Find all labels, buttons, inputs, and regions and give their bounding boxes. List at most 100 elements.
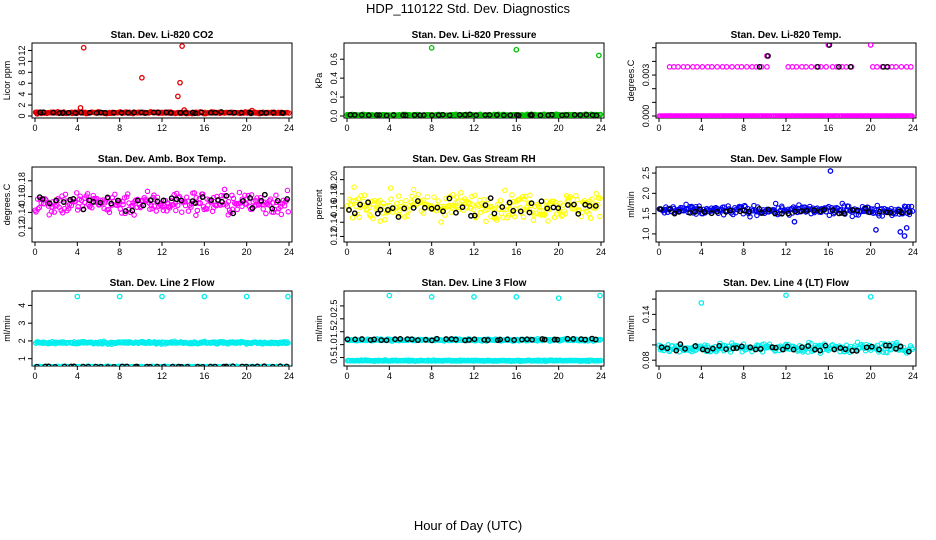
- data-point: [709, 64, 715, 70]
- data-point: [284, 187, 291, 194]
- data-point: [905, 203, 912, 210]
- data-point: [714, 208, 721, 215]
- data-point: [235, 200, 241, 207]
- data-point: [515, 112, 522, 118]
- data-point: [500, 112, 507, 118]
- subplot-title: Stan. Dev. Amb. Box Temp.: [98, 154, 226, 165]
- data-point: [160, 197, 167, 204]
- data-point: [459, 204, 466, 211]
- data-point: [666, 206, 673, 212]
- x-tick-label: 0: [344, 371, 349, 381]
- data-point: [687, 209, 693, 216]
- x-tick-label: 12: [781, 371, 791, 381]
- data-point: [562, 211, 569, 217]
- data-point: [808, 64, 815, 70]
- data-point: [284, 196, 291, 202]
- subplot-2: Stan. Dev. Li-820 Pressure kPa 0 4 8 12 16 20 24…: [314, 30, 606, 133]
- data-point: [199, 191, 206, 197]
- data-point: [67, 196, 73, 203]
- data-point: [596, 52, 602, 59]
- data-point: [439, 111, 446, 118]
- data-point: [365, 112, 372, 118]
- data-point: [657, 206, 664, 212]
- data-point: [218, 109, 225, 115]
- x-tick-label: 20: [242, 123, 252, 133]
- subplot-title: Stan. Dev. Line 2 Flow: [110, 278, 215, 289]
- data-point: [144, 188, 151, 195]
- data-point: [510, 207, 517, 214]
- plot-frame: [31, 42, 293, 119]
- x-tick-label: 8: [117, 371, 122, 381]
- data-point: [45, 363, 52, 366]
- point-layer: [656, 292, 915, 356]
- data-point: [408, 199, 415, 205]
- data-point: [733, 345, 740, 351]
- data-point: [692, 343, 699, 349]
- data-point: [538, 198, 545, 205]
- data-point: [906, 209, 913, 215]
- y-tick-label: 0.18: [17, 172, 27, 190]
- data-point: [571, 111, 578, 118]
- data-point: [811, 207, 818, 213]
- data-point: [658, 344, 665, 351]
- x-tick-label: 20: [554, 247, 564, 257]
- x-tick-label: 4: [75, 371, 80, 381]
- data-point: [756, 63, 763, 70]
- data-point: [854, 207, 861, 214]
- x-tick-label: 4: [699, 371, 704, 381]
- x-tick-label: 20: [866, 247, 876, 257]
- data-point: [452, 336, 459, 343]
- subplot-8: Stan. Dev. Line 3 Flow ml/min 0 4 8 12 16 20 24 0…: [314, 278, 606, 381]
- data-point: [765, 206, 772, 213]
- data-point: [513, 46, 520, 53]
- data-point: [708, 210, 715, 217]
- data-point: [274, 197, 281, 204]
- data-point: [484, 337, 491, 343]
- data-point: [254, 195, 260, 201]
- data-point: [230, 195, 237, 202]
- data-point: [192, 363, 199, 366]
- data-point: [723, 64, 730, 70]
- data-point: [60, 199, 67, 205]
- data-point: [502, 187, 508, 194]
- data-point: [440, 205, 447, 212]
- data-point: [491, 210, 498, 217]
- data-point: [243, 363, 250, 366]
- data-point: [826, 43, 833, 48]
- data-point: [223, 192, 230, 199]
- data-point: [747, 344, 754, 351]
- data-point: [909, 208, 916, 214]
- data-point: [455, 337, 462, 344]
- data-point: [358, 112, 365, 118]
- x-tick-label: 16: [511, 247, 521, 257]
- data-point: [370, 215, 376, 222]
- data-point: [854, 339, 861, 346]
- x-tick-label: 20: [866, 123, 876, 133]
- data-point: [144, 363, 150, 366]
- data-point: [285, 209, 292, 215]
- data-point: [825, 203, 832, 210]
- data-point: [561, 208, 567, 214]
- data-point: [473, 112, 479, 118]
- data-point: [863, 344, 870, 351]
- data-point: [744, 64, 750, 70]
- data-point: [401, 205, 408, 212]
- y-tick-label: 0: [17, 113, 27, 118]
- x-tick-label: 8: [117, 247, 122, 257]
- data-point: [134, 363, 140, 366]
- x-tick-label: 4: [75, 123, 80, 133]
- data-point: [50, 363, 56, 366]
- x-tick-label: 0: [32, 247, 37, 257]
- data-point: [598, 357, 604, 364]
- data-point: [244, 196, 250, 202]
- data-point: [359, 336, 365, 342]
- data-point: [49, 204, 55, 210]
- data-point: [408, 336, 415, 343]
- data-point: [827, 168, 834, 174]
- data-point: [85, 363, 92, 366]
- y-tick-label: 0.4: [329, 72, 339, 85]
- data-point: [77, 104, 84, 111]
- subplot-9: Stan. Dev. Line 4 (LT) Flow ml/min 0 4 8 12 16…: [626, 278, 918, 381]
- x-tick-label: 0: [32, 123, 37, 133]
- data-point: [696, 206, 703, 213]
